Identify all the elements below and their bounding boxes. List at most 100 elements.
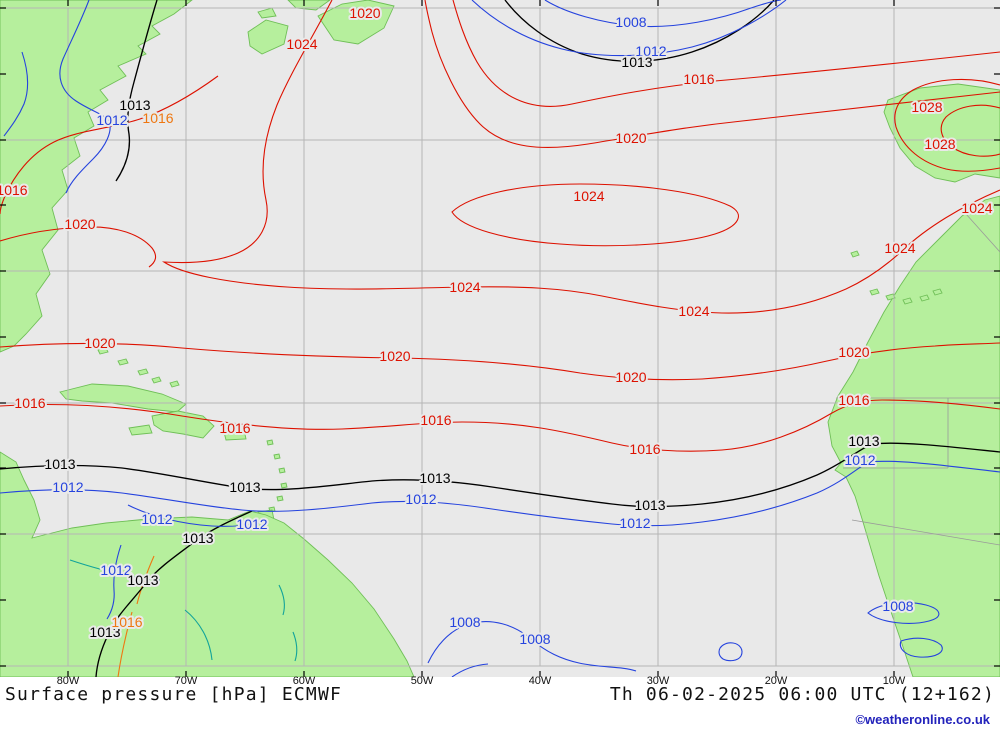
- isobar-1016-andes-a: [136, 555, 155, 605]
- isobar-label-1012: 1012: [635, 43, 666, 59]
- land-north-america: [0, 0, 193, 353]
- isobar-1016-north: [452, 0, 1000, 107]
- river-line-a: [69, 559, 161, 581]
- land-jamaica: [128, 424, 153, 436]
- isobar-1020-north: [424, 0, 1000, 148]
- isobar-1008-cell: [718, 642, 743, 662]
- isobar-1013-band: [0, 442, 1000, 508]
- minor-contour-b: [292, 631, 298, 662]
- grid-layer: [0, 7, 1000, 667]
- isobar-1012-band: [0, 460, 1000, 527]
- land-bahamas: [97, 347, 180, 388]
- isobar-label-1016: 1016: [420, 412, 451, 428]
- isobar-1024-main: [161, 0, 1000, 314]
- x-axis-tick-label: 30W: [646, 675, 670, 687]
- isobar-1012-northwest-a: [59, 0, 111, 194]
- isobar-1024-inner: [451, 183, 739, 247]
- isobar-label-1008: 1008: [882, 598, 913, 614]
- land-newfoundland: [317, 0, 395, 45]
- isobar-label-1020: 1020: [838, 344, 869, 360]
- land-pei: [257, 7, 277, 19]
- isobar-label-1013: 1013: [119, 97, 150, 113]
- isobar-label-1024: 1024: [678, 303, 709, 319]
- isobar-1012-venezuela: [127, 504, 263, 527]
- copyright-link[interactable]: ©weatheronline.co.uk: [855, 712, 990, 727]
- isobar-label-1028: 1028: [924, 136, 955, 152]
- isobar-label-1012: 1012: [236, 516, 267, 532]
- isobar-label-1012: 1012: [96, 112, 127, 128]
- isobar-label-1016: 1016: [683, 71, 714, 87]
- land-madeira: [850, 250, 860, 258]
- x-axis-tick-label: 70W: [174, 675, 198, 687]
- land-canary-islands: [869, 288, 943, 305]
- isobar-label-1016: 1016: [838, 392, 869, 408]
- isobar-layer: [0, 0, 1000, 677]
- isobar-label-1012: 1012: [619, 515, 650, 531]
- isobar-1008-north: [544, 0, 782, 28]
- isobar-label-1012: 1012: [141, 511, 172, 527]
- isobar-label-1013: 1013: [229, 479, 260, 495]
- isobar-1016-northwest: [0, 75, 219, 215]
- isobar-label-1020: 1020: [349, 5, 380, 21]
- isobar-label-1016: 1016: [219, 420, 250, 436]
- x-axis-tick-label: 10W: [882, 675, 906, 687]
- isobar-1012-northwest-b: [3, 51, 29, 137]
- x-axis-tick-label: 50W: [410, 675, 434, 687]
- isobar-1020-band: [0, 342, 1000, 381]
- isobar-1020-northwest: [0, 226, 157, 268]
- x-axis-tick-label: 60W: [292, 675, 316, 687]
- isobar-1016-andes-b: [117, 611, 133, 677]
- isobar-label-1020: 1020: [615, 369, 646, 385]
- isobar-label-1012: 1012: [844, 452, 875, 468]
- isobar-label-1020: 1020: [615, 130, 646, 146]
- land-layer: [0, 0, 1000, 677]
- isobar-label-1016: 1016: [629, 441, 660, 457]
- country-borders-layer: [836, 213, 1000, 546]
- isobar-label-1012: 1012: [52, 479, 83, 495]
- land-africa: [827, 195, 1000, 677]
- land-lesser-antilles: [266, 439, 288, 513]
- isobar-label-1013: 1013: [848, 433, 879, 449]
- isobar-1013-south-america: [95, 510, 253, 677]
- isobar-label-1013: 1013: [182, 530, 213, 546]
- isobar-label-1008: 1008: [449, 614, 480, 630]
- isobar-1013-northwest: [115, 0, 158, 182]
- isobar-1008-africa-a: [867, 602, 940, 624]
- x-axis-tick-label: 40W: [528, 675, 552, 687]
- isobar-1016-band: [0, 399, 1000, 452]
- isobar-1012-north: [471, 0, 787, 57]
- footer-caption: Surface pressure [hPa] ECMWF Th 06-02-20…: [0, 684, 1000, 705]
- river-line-b: [184, 609, 213, 661]
- isobar-label-1016: 1016: [0, 182, 28, 198]
- isobar-label-1008: 1008: [615, 14, 646, 30]
- isobar-label-1012: 1012: [100, 562, 131, 578]
- isobar-label-1013: 1013: [44, 456, 75, 472]
- isobar-label-1013: 1013: [89, 624, 120, 640]
- tick-layer: [0, 0, 1000, 677]
- footer: 80W 70W 60W 50W 40W 30W 20W 10W Surface pressur…: [0, 675, 1000, 733]
- map-datetime: Th 06-02-2025 06:00 UTC (12+162): [609, 684, 995, 705]
- isobar-label-1024: 1024: [449, 279, 480, 295]
- isobar-label-1024: 1024: [961, 200, 992, 216]
- isobar-label-1028: 1028: [911, 99, 942, 115]
- isobar-1012-colombia: [106, 544, 122, 620]
- land-south-america: [0, 451, 415, 677]
- surface-pressure-map: 1020102410081012101310161028102810131012…: [0, 0, 1000, 677]
- isobar-label-1013: 1013: [419, 470, 450, 486]
- isobar-1008-africa-b: [899, 637, 943, 658]
- isobar-label-1013: 1013: [634, 497, 665, 513]
- isobar-label-1013: 1013: [127, 572, 158, 588]
- minor-contour-a: [278, 584, 285, 616]
- land-nova-scotia: [247, 19, 289, 55]
- isobar-label-1024: 1024: [573, 188, 604, 204]
- isobar-label-1012: 1012: [405, 491, 436, 507]
- isobar-label-layer: 1020102410081012101310161028102810131012…: [0, 3, 995, 649]
- isobar-1028-spain-inner: [940, 104, 1000, 157]
- x-axis-tick-label: 80W: [56, 675, 80, 687]
- isobar-label-1020: 1020: [379, 348, 410, 364]
- africa-border: [851, 519, 1000, 546]
- isobar-1008-south: [427, 621, 637, 672]
- isobar-label-1016: 1016: [14, 395, 45, 411]
- map-area: 1020 1024 1008 1012 1013 1016 1028 1028 1013 1012…: [0, 0, 1000, 677]
